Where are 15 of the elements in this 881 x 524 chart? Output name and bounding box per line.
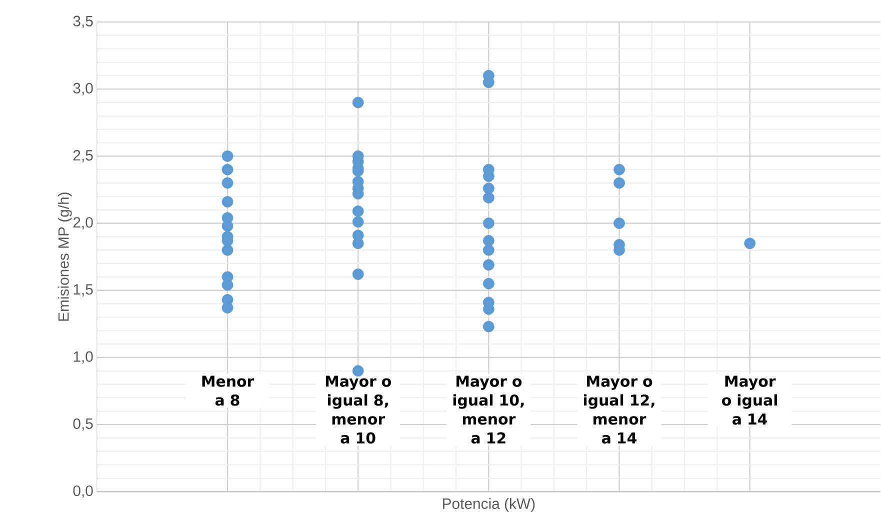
y-tick-label: 2,5 — [73, 150, 93, 163]
y-tick-label: 0,5 — [73, 418, 93, 431]
y-tick-label: 1,5 — [74, 284, 93, 297]
x-tick-label: Mayor o igual a 14 — [722, 376, 778, 425]
x-tick-label: Mayor o igual 12, menor a 14 — [584, 376, 654, 444]
y-tick-label: 1,0 — [74, 351, 93, 364]
x-tick-label: Mayor o igual 8, menor a 10 — [326, 376, 391, 444]
y-tick-label: 2,0 — [73, 217, 93, 230]
y-tick-label: 3,0 — [73, 83, 93, 96]
x-tick-label: Mayor o igual 10, menor a 12 — [453, 376, 524, 444]
x-axis-title: Potencia (kW) — [443, 498, 535, 512]
y-axis-title: Emisiones MP (g/h) — [58, 192, 72, 321]
y-tick-label: 3,5 — [73, 16, 93, 28]
y-tick-label: 0,0 — [73, 486, 93, 498]
x-tick-label: Menor a 8 — [202, 376, 254, 406]
